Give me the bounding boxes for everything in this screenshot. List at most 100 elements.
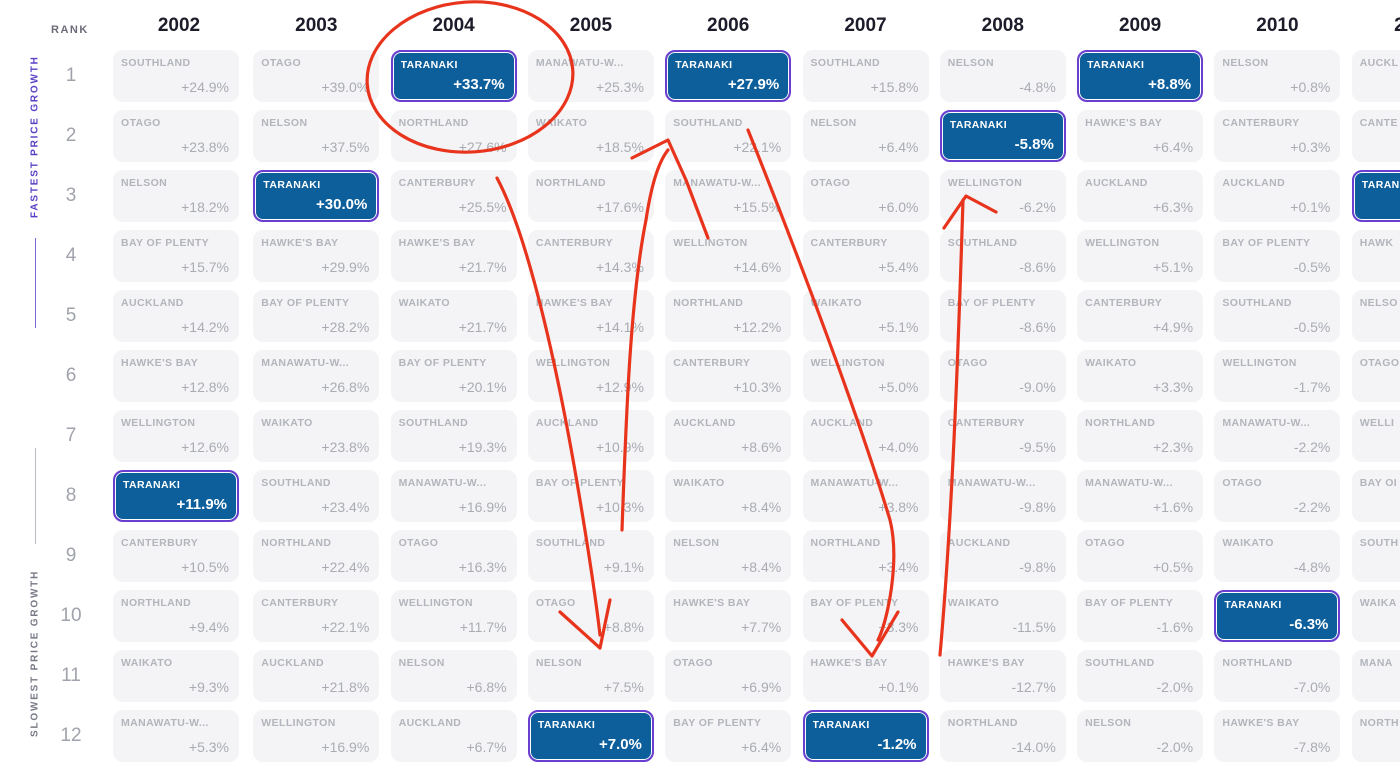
cell-change: +33.7% (453, 76, 505, 93)
cell-change: +10.9% (596, 439, 644, 455)
cell-region: WELLINGTON (261, 717, 336, 729)
cell-region: MANAWATU-W... (673, 177, 762, 189)
cell-region: NELSON (398, 657, 445, 669)
cell-change: +6.8% (466, 679, 507, 695)
rank-cell-2005-8: BAY OF PLENTY +10.3% (527, 470, 654, 522)
rank-cell-2010-10: TARANAKI -6.3% (1214, 590, 1341, 642)
cell-region: NORTHLAND (1222, 657, 1293, 669)
rank-cell-2002-12: MANAWATU-W... +5.3% (113, 710, 239, 762)
cell-change: +27.6% (458, 139, 507, 155)
cell-change: +5.0% (878, 379, 919, 395)
cell-change: +5.4% (878, 259, 919, 275)
rank-cell-2006-4: WELLINGTON +14.6% (665, 230, 792, 282)
cell-change: -8.6% (1019, 319, 1056, 335)
rank-cell-2011-3: TARAN (1351, 170, 1400, 222)
cell-change: +39.0% (321, 79, 370, 95)
rank-number-9: 9 (65, 545, 77, 566)
cell-change: -4.8% (1019, 79, 1056, 95)
cell-region: OTAGO (535, 597, 576, 609)
rank-cell-2005-1: MANAWATU-W... +25.3% (527, 50, 654, 102)
rank-cell-2008-3: WELLINGTON -6.2% (939, 170, 1066, 222)
cell-change: +24.9% (181, 79, 229, 95)
rank-cell-2006-9: NELSON +8.4% (665, 530, 792, 582)
cell-change: +6.7% (466, 739, 507, 755)
rank-number-2: 2 (65, 125, 77, 146)
rank-cell-2007-6: WELLINGTON +5.0% (802, 350, 929, 402)
cell-change: +25.5% (458, 199, 507, 215)
rank-cell-2004-8: MANAWATU-W... +16.9% (390, 470, 517, 522)
rank-number-11: 11 (61, 665, 81, 686)
cell-region: OTAGO (673, 657, 713, 669)
rank-cell-2011-11: MANA (1351, 650, 1400, 702)
cell-region: TARANAKI (1224, 599, 1282, 611)
cell-change: -0.5% (1293, 319, 1331, 335)
rank-cell-2002-6: HAWKE'S BAY +12.8% (113, 350, 239, 402)
cell-change: -9.5% (1019, 439, 1056, 455)
rank-cell-2003-6: MANAWATU-W... +26.8% (253, 350, 380, 402)
cell-region: CANTERBURY (1222, 117, 1300, 129)
rank-cell-2011-6: OTAGO (1351, 350, 1400, 402)
cell-region: AUCKLAND (1222, 177, 1286, 189)
rank-cell-2002-11: WAIKATO +9.3% (113, 650, 239, 702)
cell-region: CANTE (1359, 117, 1398, 129)
fastest-growth-label: FASTEST PRICE GROWTH (29, 55, 41, 219)
rank-cell-2003-1: OTAGO +39.0% (253, 50, 380, 102)
cell-change: +12.6% (181, 439, 229, 455)
cell-region: OTAGO (810, 177, 851, 189)
cell-change: +4.0% (878, 439, 919, 455)
rank-cell-2004-5: WAIKATO +21.7% (390, 290, 517, 342)
cell-change: +23.4% (321, 499, 370, 515)
rank-cell-2010-1: NELSON +0.8% (1214, 50, 1341, 102)
rank-cell-2008-1: NELSON -4.8% (939, 50, 1066, 102)
cell-change: +0.1% (878, 679, 919, 695)
year-header-2011: 2011 (1394, 15, 1400, 36)
cell-region: NELSO (1359, 297, 1398, 309)
cell-region: HAWKE'S BAY (535, 297, 613, 309)
rank-number-12: 12 (60, 725, 82, 746)
cell-change: +6.4% (878, 139, 919, 155)
cell-change: +0.1% (1290, 199, 1331, 215)
year-header-2010: 2010 (1256, 15, 1299, 36)
rank-cell-2009-8: MANAWATU-W... +1.6% (1077, 470, 1204, 522)
rank-cell-2006-2: SOUTHLAND +22.1% (665, 110, 792, 162)
cell-change: +20.1% (458, 379, 507, 395)
cell-region: NELSON (261, 117, 308, 129)
rank-number-8: 8 (65, 485, 77, 506)
rank-cell-2007-10: BAY OF PLENTY +3.3% (802, 590, 929, 642)
cell-change: +37.5% (321, 139, 370, 155)
rank-cell-2007-8: MANAWATU-W... +3.8% (802, 470, 929, 522)
cell-change: +18.2% (181, 199, 229, 215)
rank-cell-2007-2: NELSON +6.4% (802, 110, 929, 162)
cell-change: +9.3% (188, 679, 229, 695)
rank-number-5: 5 (65, 305, 77, 326)
rank-cell-2008-7: CANTERBURY -9.5% (939, 410, 1066, 462)
rank-cell-2008-5: BAY OF PLENTY -8.6% (939, 290, 1066, 342)
rank-cell-2005-12: TARANAKI +7.0% (527, 710, 654, 762)
rank-cell-2009-6: WAIKATO +3.3% (1077, 350, 1204, 402)
cell-change: +10.3% (733, 379, 782, 395)
cell-region: TARANAKI (1087, 59, 1145, 71)
cell-region: NORTHLAND (1085, 417, 1156, 429)
cell-region: WELLI (1359, 417, 1395, 429)
year-header-2005: 2005 (569, 15, 613, 36)
cell-region: CANTERBURY (535, 237, 614, 249)
rank-cell-2003-5: BAY OF PLENTY +28.2% (253, 290, 380, 342)
rank-cell-2009-11: SOUTHLAND -2.0% (1077, 650, 1204, 702)
rank-cell-2005-7: AUCKLAND +10.9% (527, 410, 654, 462)
rank-cell-2010-3: AUCKLAND +0.1% (1214, 170, 1341, 222)
slowest-axis-line (35, 448, 36, 544)
cell-region: TARANAKI (400, 59, 458, 71)
cell-change: +16.9% (458, 499, 507, 515)
rank-cell-2011-7: WELLI (1351, 410, 1400, 462)
year-header-2004: 2004 (432, 15, 475, 36)
rank-cell-2004-9: OTAGO +16.3% (390, 530, 517, 582)
cell-region: AUCKLAND (947, 537, 1011, 549)
cell-change: +1.6% (1153, 499, 1194, 515)
cell-change: +23.8% (181, 139, 229, 155)
cell-region: AUCKLAND (398, 717, 462, 729)
cell-change: -8.6% (1019, 259, 1056, 275)
rank-cell-2003-12: WELLINGTON +16.9% (253, 710, 380, 762)
cell-region: WAIKATO (673, 477, 725, 489)
cell-region: TARANAKI (812, 719, 870, 731)
rank-cell-2010-12: HAWKE'S BAY -7.8% (1214, 710, 1341, 762)
